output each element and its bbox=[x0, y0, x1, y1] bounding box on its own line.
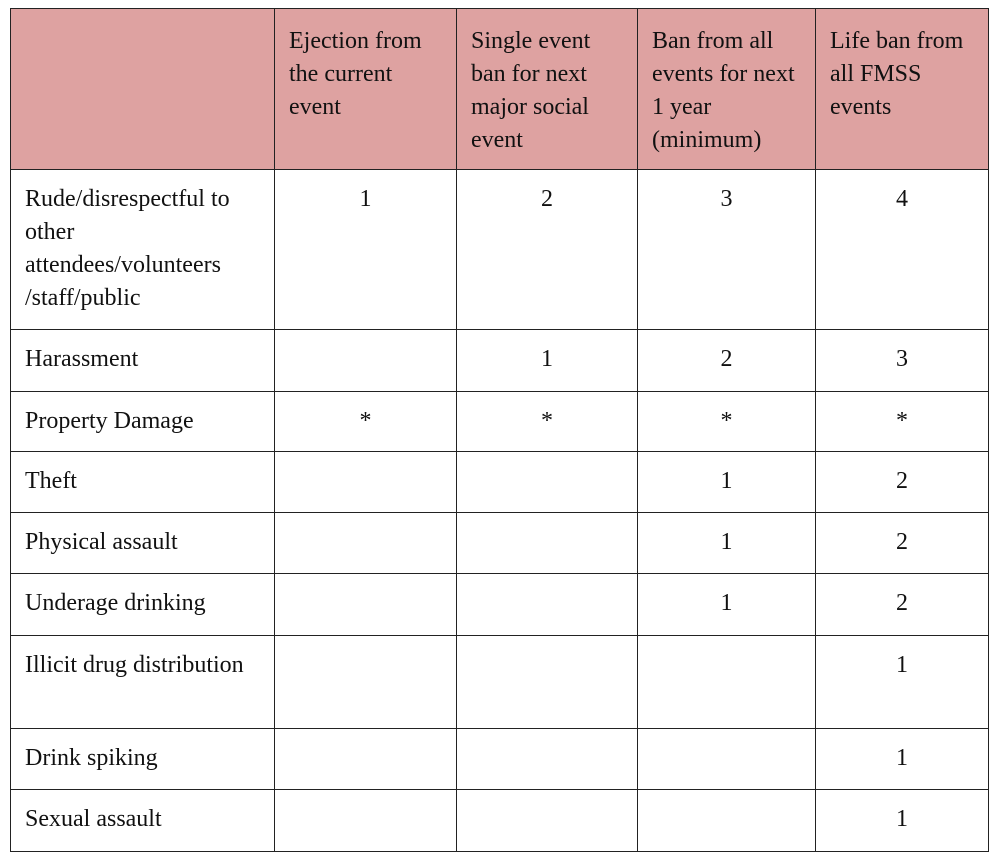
table-cell: 2 bbox=[815, 573, 989, 636]
row-label: Sexual assault bbox=[10, 789, 275, 852]
table-cell: * bbox=[456, 391, 638, 452]
table-row: Sexual assault 1 bbox=[10, 789, 989, 852]
header-row: Ejection from the current event Single ev… bbox=[10, 8, 989, 170]
row-label: Property Damage bbox=[10, 391, 275, 452]
column-header: Single event ban for next major social e… bbox=[456, 8, 638, 170]
table-row: Illicit drug distribution 1 bbox=[10, 635, 989, 729]
table-cell: * bbox=[637, 391, 816, 452]
table-cell: 3 bbox=[815, 329, 989, 392]
table-cell: 3 bbox=[637, 169, 816, 330]
table-cell bbox=[637, 728, 816, 790]
table-cell bbox=[456, 789, 638, 852]
table-row: Physical assault 1 2 bbox=[10, 512, 989, 574]
table-cell: * bbox=[274, 391, 457, 452]
table-cell bbox=[456, 573, 638, 636]
table-cell bbox=[274, 573, 457, 636]
table-cell: 1 bbox=[456, 329, 638, 392]
column-header: Ban from all events for next 1 year (min… bbox=[637, 8, 816, 170]
penalty-table: Ejection from the current event Single ev… bbox=[10, 8, 989, 852]
table-cell bbox=[456, 451, 638, 513]
table-cell bbox=[274, 451, 457, 513]
table-cell: 1 bbox=[815, 635, 989, 729]
table-cell: 4 bbox=[815, 169, 989, 330]
table-row: Drink spiking 1 bbox=[10, 728, 989, 790]
row-label: Rude/disrespectful to other attendees/vo… bbox=[10, 169, 275, 330]
table-cell: 1 bbox=[637, 573, 816, 636]
row-label: Harassment bbox=[10, 329, 275, 392]
table-cell bbox=[274, 728, 457, 790]
header-corner bbox=[10, 8, 275, 170]
table-cell: 1 bbox=[637, 512, 816, 574]
table-cell: 1 bbox=[637, 451, 816, 513]
table-cell bbox=[274, 635, 457, 729]
table-cell: 2 bbox=[637, 329, 816, 392]
table-row: Rude/disrespectful to other attendees/vo… bbox=[10, 169, 989, 330]
table-cell: 1 bbox=[815, 728, 989, 790]
table-row: Theft 1 2 bbox=[10, 451, 989, 513]
table-cell bbox=[456, 635, 638, 729]
table-row: Harassment 1 2 3 bbox=[10, 329, 989, 392]
table-cell: 2 bbox=[815, 451, 989, 513]
table-cell: 1 bbox=[274, 169, 457, 330]
row-label: Underage drinking bbox=[10, 573, 275, 636]
table-cell bbox=[456, 728, 638, 790]
column-header: Life ban from all FMSS events bbox=[815, 8, 989, 170]
row-label: Drink spiking bbox=[10, 728, 275, 790]
table-header: Ejection from the current event Single ev… bbox=[10, 8, 989, 170]
column-header: Ejection from the current event bbox=[274, 8, 457, 170]
table-cell: 1 bbox=[815, 789, 989, 852]
table-row: Property Damage * * * * bbox=[10, 391, 989, 452]
table-cell: 2 bbox=[456, 169, 638, 330]
table-row: Underage drinking 1 2 bbox=[10, 573, 989, 636]
table-cell bbox=[637, 635, 816, 729]
table-cell: 2 bbox=[815, 512, 989, 574]
table-cell bbox=[456, 512, 638, 574]
row-label: Physical assault bbox=[10, 512, 275, 574]
table-cell bbox=[274, 789, 457, 852]
table-cell: * bbox=[815, 391, 989, 452]
table-body: Rude/disrespectful to other attendees/vo… bbox=[10, 169, 989, 852]
table-cell bbox=[274, 329, 457, 392]
table-cell bbox=[274, 512, 457, 574]
row-label: Theft bbox=[10, 451, 275, 513]
table-cell bbox=[637, 789, 816, 852]
row-label: Illicit drug distribution bbox=[10, 635, 275, 729]
